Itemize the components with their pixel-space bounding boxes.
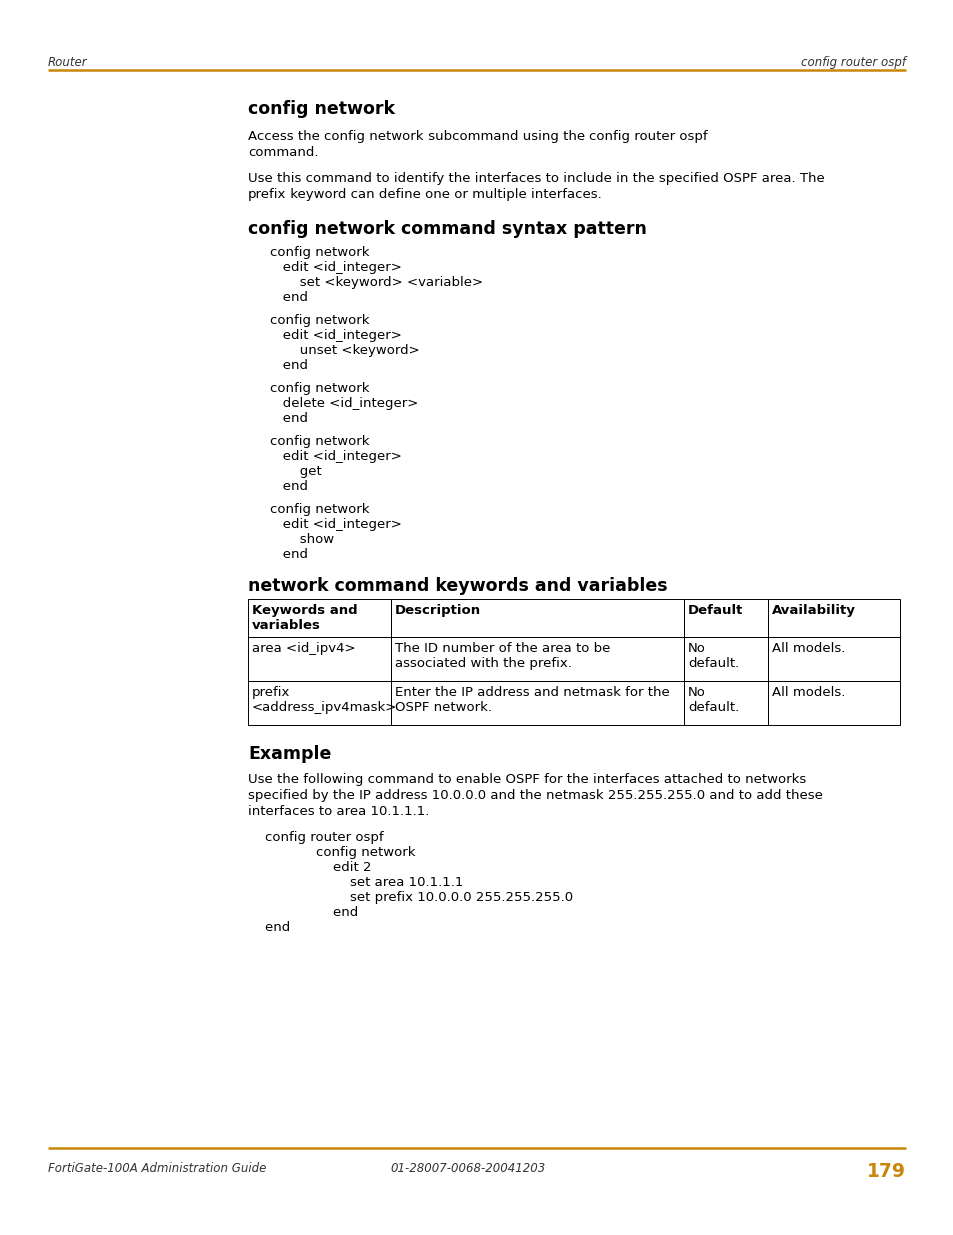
Text: config network command syntax pattern: config network command syntax pattern xyxy=(248,220,646,238)
Text: interfaces to area 10.1.1.1.: interfaces to area 10.1.1.1. xyxy=(248,805,429,818)
Text: config network: config network xyxy=(270,314,369,327)
Text: All models.: All models. xyxy=(771,685,844,699)
Bar xyxy=(391,637,683,680)
Text: command.: command. xyxy=(248,146,318,159)
Text: end: end xyxy=(248,906,358,919)
Bar xyxy=(683,637,767,680)
Text: end: end xyxy=(270,548,308,561)
Bar xyxy=(248,599,391,637)
Text: set <keyword> <variable>: set <keyword> <variable> xyxy=(270,275,482,289)
Text: end: end xyxy=(248,921,290,934)
Text: prefix
<address_ipv4mask>: prefix <address_ipv4mask> xyxy=(252,685,397,714)
Text: Default: Default xyxy=(687,604,742,618)
Text: No
default.: No default. xyxy=(687,685,739,714)
Text: config network: config network xyxy=(270,382,369,395)
Text: Availability: Availability xyxy=(771,604,855,618)
Text: config router ospf: config router ospf xyxy=(248,831,383,844)
Bar xyxy=(391,599,683,637)
Text: config network: config network xyxy=(270,503,369,516)
Text: get: get xyxy=(270,466,321,478)
Text: config router ospf: config router ospf xyxy=(588,130,707,143)
Text: config network: config network xyxy=(248,100,395,119)
Text: config network: config network xyxy=(270,435,369,448)
Text: FortiGate-100A Administration Guide: FortiGate-100A Administration Guide xyxy=(48,1162,266,1174)
Text: No
default.: No default. xyxy=(687,642,739,671)
Text: Use the following command to enable OSPF for the interfaces attached to networks: Use the following command to enable OSPF… xyxy=(248,773,805,785)
Text: area <id_ipv4>: area <id_ipv4> xyxy=(252,642,355,655)
Text: Example: Example xyxy=(248,745,331,763)
Text: specified by the IP address 10.0.0.0 and the netmask 255.255.255.0 and to add th: specified by the IP address 10.0.0.0 and… xyxy=(248,789,822,802)
Text: config network: config network xyxy=(324,130,423,143)
Text: All models.: All models. xyxy=(771,642,844,655)
Bar xyxy=(767,680,899,725)
Text: subcommand using the: subcommand using the xyxy=(423,130,588,143)
Text: 01-28007-0068-20041203: 01-28007-0068-20041203 xyxy=(390,1162,545,1174)
Text: edit <id_integer>: edit <id_integer> xyxy=(270,261,401,274)
Bar xyxy=(767,637,899,680)
Text: 179: 179 xyxy=(866,1162,905,1181)
Text: show: show xyxy=(270,534,334,546)
Text: delete <id_integer>: delete <id_integer> xyxy=(270,396,418,410)
Text: config network: config network xyxy=(270,246,369,259)
Text: Description: Description xyxy=(395,604,480,618)
Text: end: end xyxy=(270,480,308,493)
Bar xyxy=(683,680,767,725)
Text: set area 10.1.1.1: set area 10.1.1.1 xyxy=(248,876,463,889)
Bar xyxy=(683,599,767,637)
Text: Access the: Access the xyxy=(248,130,324,143)
Text: prefix: prefix xyxy=(248,188,286,201)
Text: config network: config network xyxy=(248,846,416,860)
Text: end: end xyxy=(270,359,308,372)
Text: edit <id_integer>: edit <id_integer> xyxy=(270,517,401,531)
Text: edit <id_integer>: edit <id_integer> xyxy=(270,450,401,463)
Text: end: end xyxy=(270,291,308,304)
Text: Enter the IP address and netmask for the
OSPF network.: Enter the IP address and netmask for the… xyxy=(395,685,669,714)
Text: Use this command to identify the interfaces to include in the specified OSPF are: Use this command to identify the interfa… xyxy=(248,172,824,185)
Text: unset <keyword>: unset <keyword> xyxy=(270,345,419,357)
Text: edit 2: edit 2 xyxy=(248,861,371,874)
Text: edit <id_integer>: edit <id_integer> xyxy=(270,329,401,342)
Bar xyxy=(767,599,899,637)
Text: Keywords and
variables: Keywords and variables xyxy=(252,604,357,632)
Text: keyword can define one or multiple interfaces.: keyword can define one or multiple inter… xyxy=(286,188,601,201)
Text: end: end xyxy=(270,412,308,425)
Text: config router ospf: config router ospf xyxy=(801,56,905,69)
Bar xyxy=(391,680,683,725)
Text: The ID number of the area to be
associated with the prefix.: The ID number of the area to be associat… xyxy=(395,642,610,671)
Bar xyxy=(248,637,391,680)
Text: set prefix 10.0.0.0 255.255.255.0: set prefix 10.0.0.0 255.255.255.0 xyxy=(248,890,573,904)
Text: network command keywords and variables: network command keywords and variables xyxy=(248,577,667,595)
Text: Router: Router xyxy=(48,56,88,69)
Bar xyxy=(248,680,391,725)
